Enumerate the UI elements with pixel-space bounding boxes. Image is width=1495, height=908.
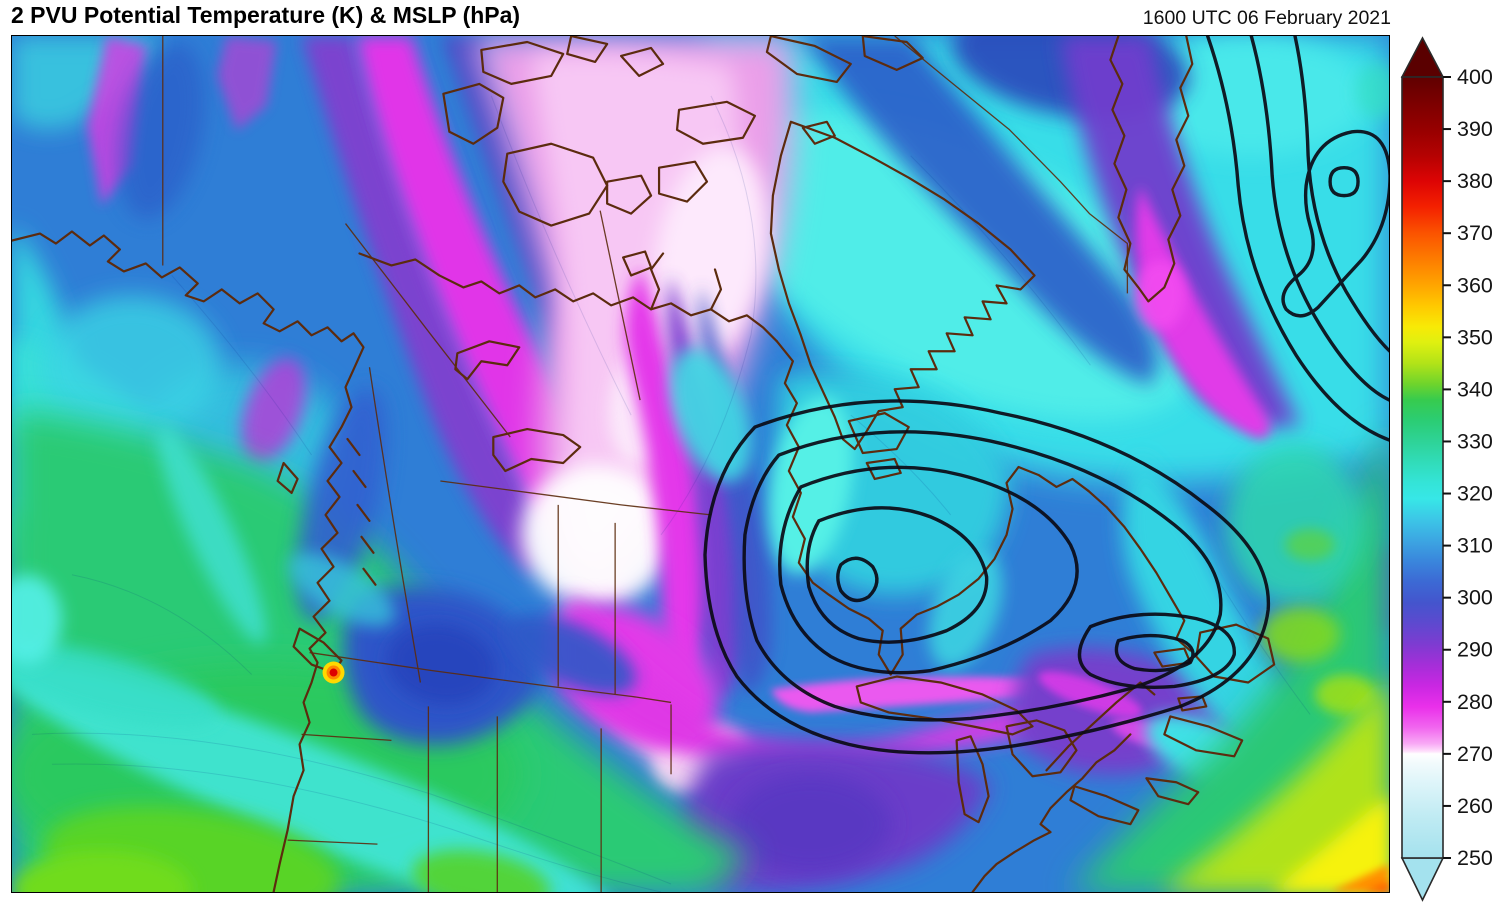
colorbar-tick-label: 340 [1457, 377, 1493, 401]
colorbar-top-arrow [1400, 36, 1445, 78]
colorbar-tick-label: 250 [1457, 846, 1493, 870]
mslp-contour-layer [703, 36, 1389, 755]
colorbar-tick-label: 330 [1457, 429, 1493, 453]
colorbar-tick-label: 310 [1457, 534, 1493, 558]
colorbar: 400 390 380 370 360 350 340 330 320 310 300 290 280 2… [1397, 0, 1495, 908]
colorbar-tick-label: 390 [1457, 117, 1493, 141]
admin-border-layer [162, 36, 1129, 892]
theta-field-map [12, 36, 1389, 892]
colorbar-tick-label: 300 [1457, 586, 1493, 610]
colorbar-tick-label: 350 [1457, 325, 1493, 349]
page-title: 2 PVU Potential Temperature (K) & MSLP (… [11, 2, 521, 28]
colorbar-scale: 400 390 380 370 360 350 340 330 320 310 300 290 280 2… [1400, 36, 1493, 902]
valid-time-label: 1600 UTC 06 February 2021 [1142, 7, 1391, 29]
map-canvas [11, 35, 1390, 893]
theta-anomaly-spot [322, 661, 345, 684]
colorbar-tick-label: 320 [1457, 482, 1493, 506]
colorbar-bottom-arrow [1400, 857, 1445, 902]
theta-filled-contours [12, 36, 1389, 892]
colorbar-tick-label: 280 [1457, 690, 1493, 714]
colorbar-tick-label: 270 [1457, 742, 1493, 766]
colorbar-gradient-bar [1401, 76, 1444, 859]
colorbar-tick-label: 360 [1457, 273, 1493, 297]
colorbar-tick-label: 260 [1457, 794, 1493, 818]
colorbar-tick-label: 290 [1457, 638, 1493, 662]
colorbar-tick-label: 370 [1457, 221, 1493, 245]
colorbar-tick-label: 400 [1457, 65, 1493, 89]
colorbar-tick-label: 380 [1457, 169, 1493, 193]
